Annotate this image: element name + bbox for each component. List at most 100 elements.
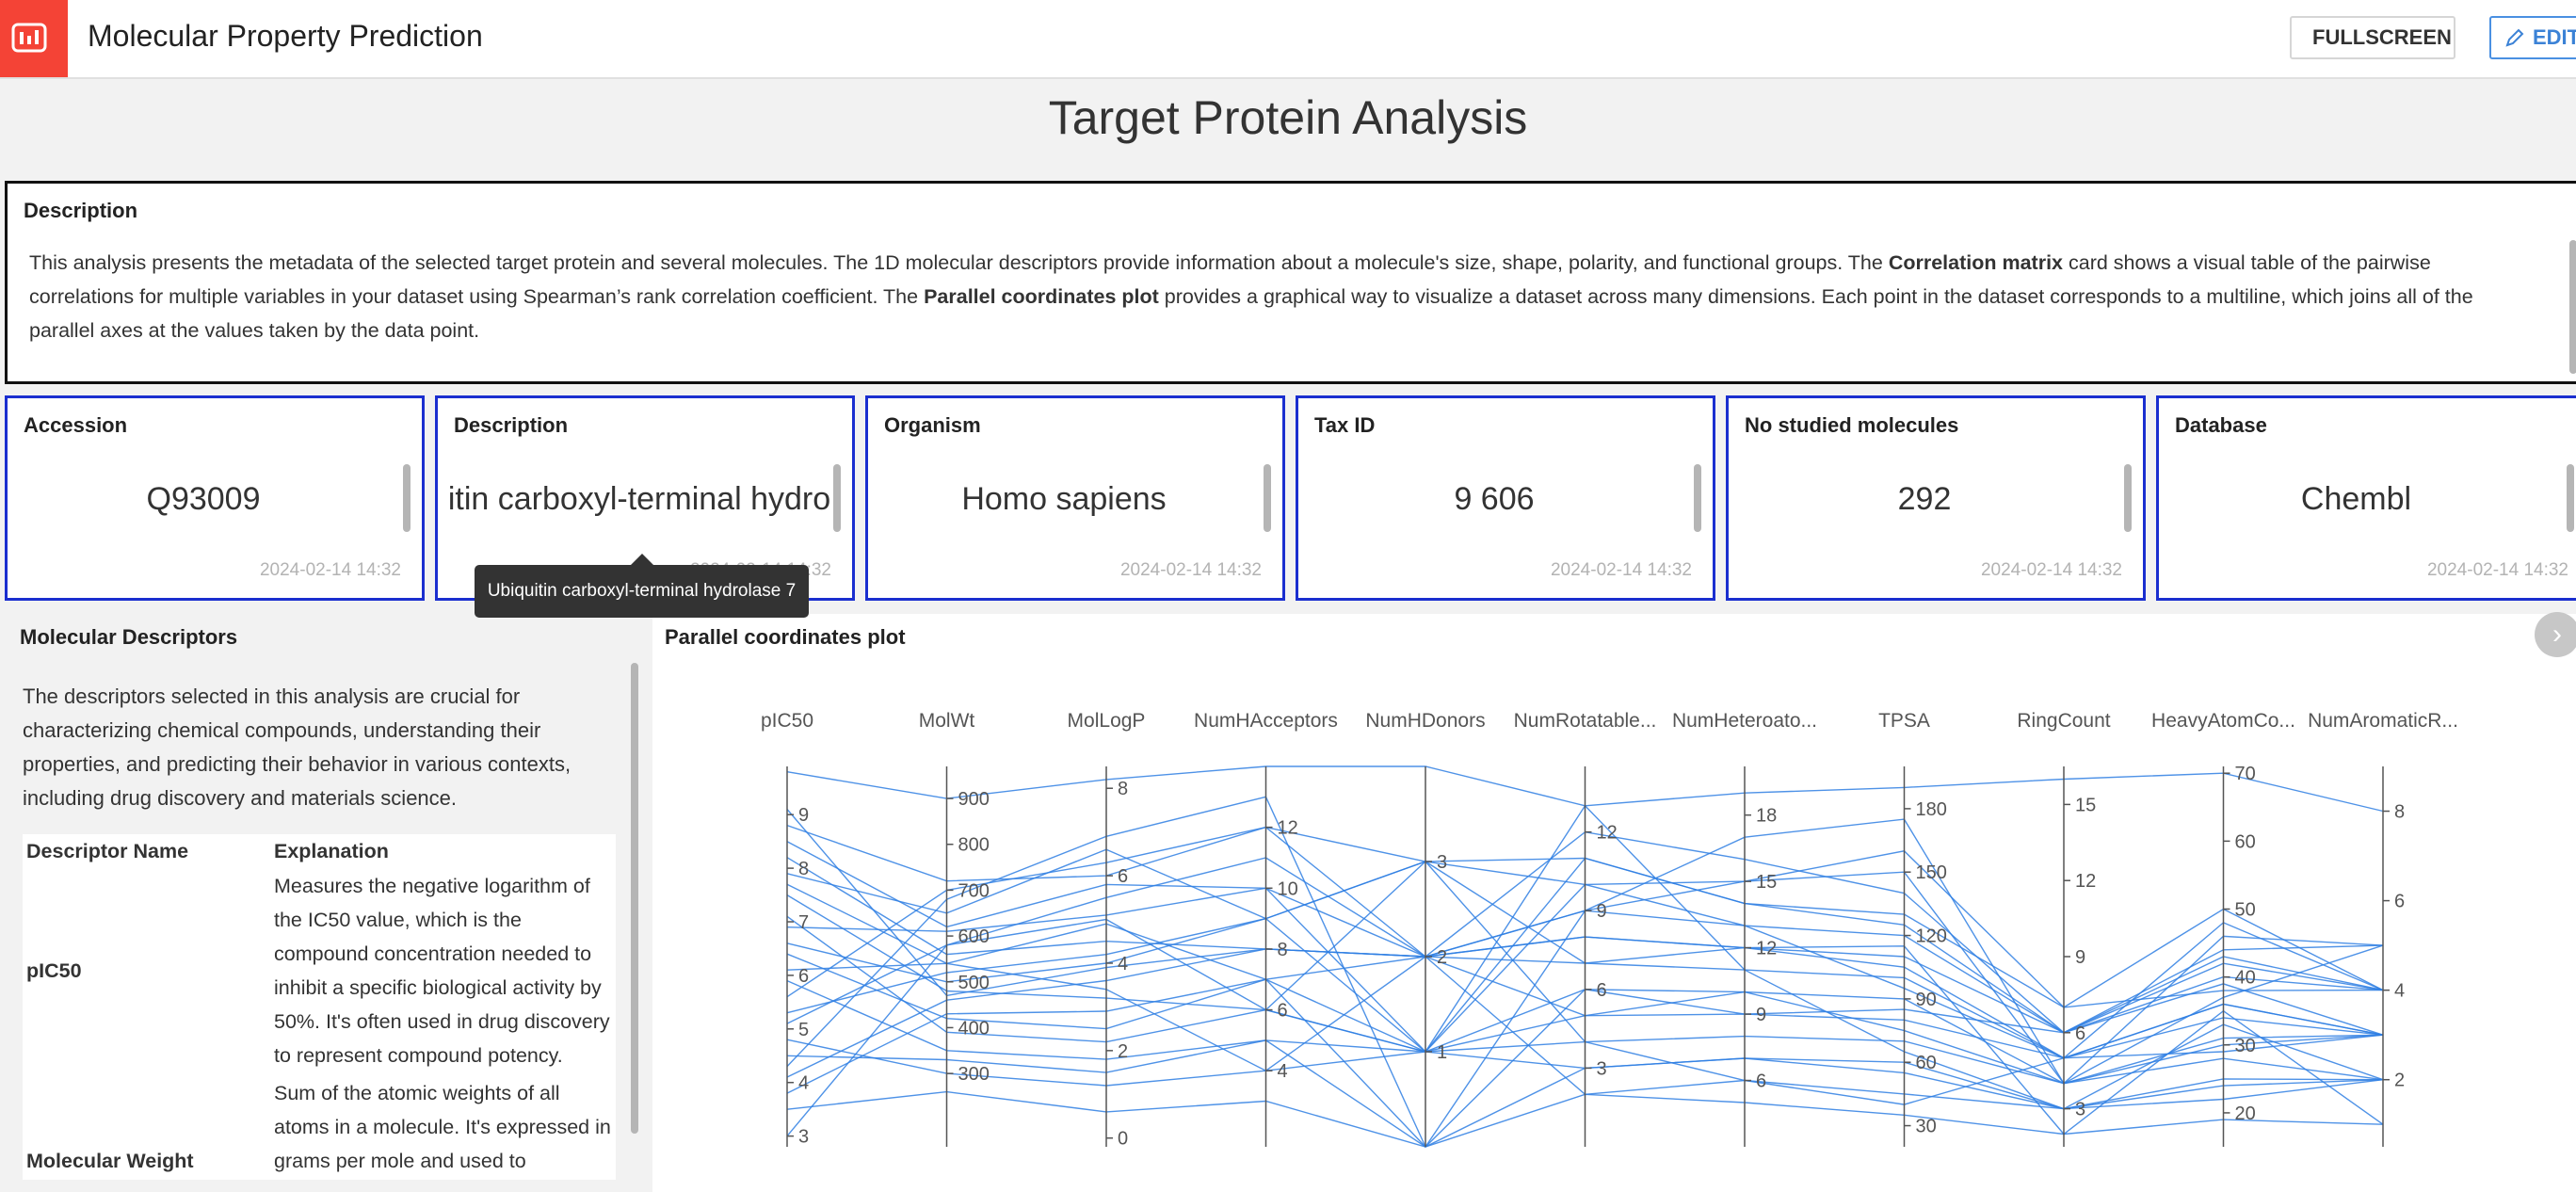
kpi-value: 292: [1897, 481, 1952, 517]
molecular-descriptors-label: Molecular Descriptors: [20, 625, 238, 649]
kpi-timestamp: 2024-02-14 14:32: [2426, 560, 2568, 580]
kpi-card-database: Database Chembl 2024-02-14 14:32: [2156, 395, 2576, 601]
tick-label: 6: [2075, 1023, 2085, 1044]
tick-label: 70: [2235, 764, 2256, 784]
tick-label: 8: [798, 859, 809, 879]
axis-label: NumHeteroato...: [1672, 710, 1817, 732]
kpi-scrollbar[interactable]: [1264, 464, 1271, 532]
tick-label: 0: [1118, 1129, 1128, 1150]
kpi-timestamp: 2024-02-14 14:32: [1980, 560, 2122, 580]
kpi-label: No studied molecules: [1745, 413, 1959, 437]
tick-label: 30: [2235, 1036, 2256, 1056]
tooltip-arrow: [631, 554, 653, 565]
kpi-card-tax-id: Tax ID 9 606 2024-02-14 14:32: [1296, 395, 1715, 601]
descriptor-explanation: Sum of the atomic weights of all atoms i…: [274, 1082, 611, 1172]
tick-label: 15: [2075, 795, 2096, 815]
description-card: Description This analysis presents the m…: [5, 181, 2576, 384]
kpi-card-organism: Organism Homo sapiens 2024-02-14 14:32: [865, 395, 1285, 601]
tick-label: 12: [1756, 939, 1777, 959]
tick-label: 6: [1278, 1001, 1288, 1022]
descriptor-name: Molecular Weight: [26, 1150, 194, 1172]
tick-label: 6: [1597, 980, 1607, 1001]
parallel-coordinates-chart[interactable]: pIC503456789MolWt300400500600700800900Mo…: [652, 614, 2576, 1192]
kpi-value: Q93009: [146, 481, 261, 517]
tick-label: 180: [1916, 799, 1947, 820]
kpi-scrollbar[interactable]: [403, 464, 411, 532]
kpi-value: 9 606: [1454, 481, 1535, 517]
kpi-label: Database: [2175, 413, 2267, 437]
tick-label: 30: [1916, 1117, 1937, 1137]
tick-label: 2: [2394, 1071, 2405, 1091]
tick-label: 15: [1756, 872, 1777, 893]
tick-label: 50: [2235, 900, 2256, 921]
axis-label: HeavyAtomCo...: [2151, 710, 2295, 732]
kpi-scrollbar[interactable]: [833, 464, 841, 532]
table-row: pIC50 Measures the negative logarithm of…: [23, 867, 616, 1074]
top-bar: Molecular Property Prediction FULLSCREEN…: [0, 0, 2576, 79]
molecular-descriptors-scrollbar[interactable]: [631, 663, 638, 1134]
column-header-explanation: Explanation: [274, 840, 389, 862]
axis-label: NumRotatable...: [1514, 710, 1657, 732]
kpi-value: Chembl: [2300, 481, 2412, 517]
chevron-right-icon[interactable]: ›: [2535, 612, 2576, 657]
descriptor-table: Descriptor Name Explanation pIC50 Measur…: [23, 834, 616, 1180]
tick-label: 20: [2235, 1103, 2256, 1124]
tick-label: 700: [958, 880, 990, 901]
tick-label: 400: [958, 1018, 990, 1039]
description-scrollbar[interactable]: [2569, 240, 2576, 374]
tick-label: 9: [2075, 947, 2085, 968]
edit-button[interactable]: EDIT: [2489, 16, 2576, 59]
tick-label: 8: [1118, 779, 1128, 799]
kpi-label: Organism: [884, 413, 981, 437]
parallel-coordinates-panel: Parallel coordinates plot pIC50 3 4 5 6 7 8 9 Mo…: [652, 614, 2576, 1192]
description-text-part: provides a graphical way to visualize a …: [29, 285, 2473, 342]
table-header-row: Descriptor Name Explanation: [23, 834, 616, 867]
tick-label: 12: [2075, 871, 2096, 892]
axis-label: MolLogP: [1068, 710, 1146, 732]
pencil-icon: [2505, 28, 2524, 47]
fullscreen-button[interactable]: FULLSCREEN: [2290, 16, 2455, 59]
fullscreen-label: FULLSCREEN: [2312, 25, 2452, 49]
tick-label: 4: [2394, 981, 2405, 1002]
axis-label: pIC50: [761, 710, 813, 732]
axis-label: MolWt: [919, 710, 975, 732]
tick-label: 18: [1756, 806, 1777, 827]
edit-label: EDIT: [2533, 25, 2576, 49]
molecular-descriptors-intro: The descriptors selected in this analysi…: [23, 685, 572, 810]
kpi-label: Description: [454, 413, 569, 437]
page-title: Target Protein Analysis: [1048, 91, 1528, 144]
description-text-bold: Parallel coordinates plot: [924, 285, 1159, 308]
kpi-value: Homo sapiens: [961, 481, 1167, 517]
tick-label: 3: [2075, 1100, 2085, 1120]
kpi-timestamp: 2024-02-14 14:32: [1550, 560, 1692, 580]
dashboard-icon[interactable]: [0, 0, 68, 77]
kpi-timestamp: 2024-02-14 14:32: [259, 560, 401, 580]
kpi-scrollbar[interactable]: [2567, 464, 2574, 532]
tick-label: 3: [1437, 852, 1447, 873]
kpi-scrollbar[interactable]: [2124, 464, 2132, 532]
tick-label: 900: [958, 789, 990, 810]
tick-label: 800: [958, 835, 990, 856]
tick-label: 4: [1118, 954, 1128, 975]
tick-label: 6: [798, 966, 809, 987]
axis-label: TPSA: [1878, 710, 1930, 732]
tick-label: 5: [798, 1020, 809, 1040]
tick-label: 7: [798, 912, 809, 933]
tick-label: 40: [2235, 968, 2256, 989]
tick-label: 60: [1916, 1053, 1937, 1073]
molecular-descriptors-panel: Molecular Descriptors The descriptors se…: [5, 614, 650, 1192]
tick-label: 150: [1916, 862, 1947, 883]
axis-label: NumHAcceptors: [1194, 710, 1338, 732]
tick-label: 90: [1916, 990, 1937, 1010]
tick-label: 10: [1278, 878, 1298, 899]
kpi-scrollbar[interactable]: [1694, 464, 1701, 532]
tick-label: 600: [958, 926, 990, 947]
kpi-timestamp: 2024-02-14 14:32: [1119, 560, 1262, 580]
tick-label: 3: [798, 1127, 809, 1148]
description-text-part: This analysis presents the metadata of t…: [29, 251, 1889, 274]
tick-label: 300: [958, 1064, 990, 1085]
tick-label: 2: [1118, 1041, 1128, 1062]
tick-label: 6: [1118, 866, 1128, 887]
descriptor-name: pIC50: [26, 959, 82, 982]
axis-label: RingCount: [2017, 710, 2110, 732]
